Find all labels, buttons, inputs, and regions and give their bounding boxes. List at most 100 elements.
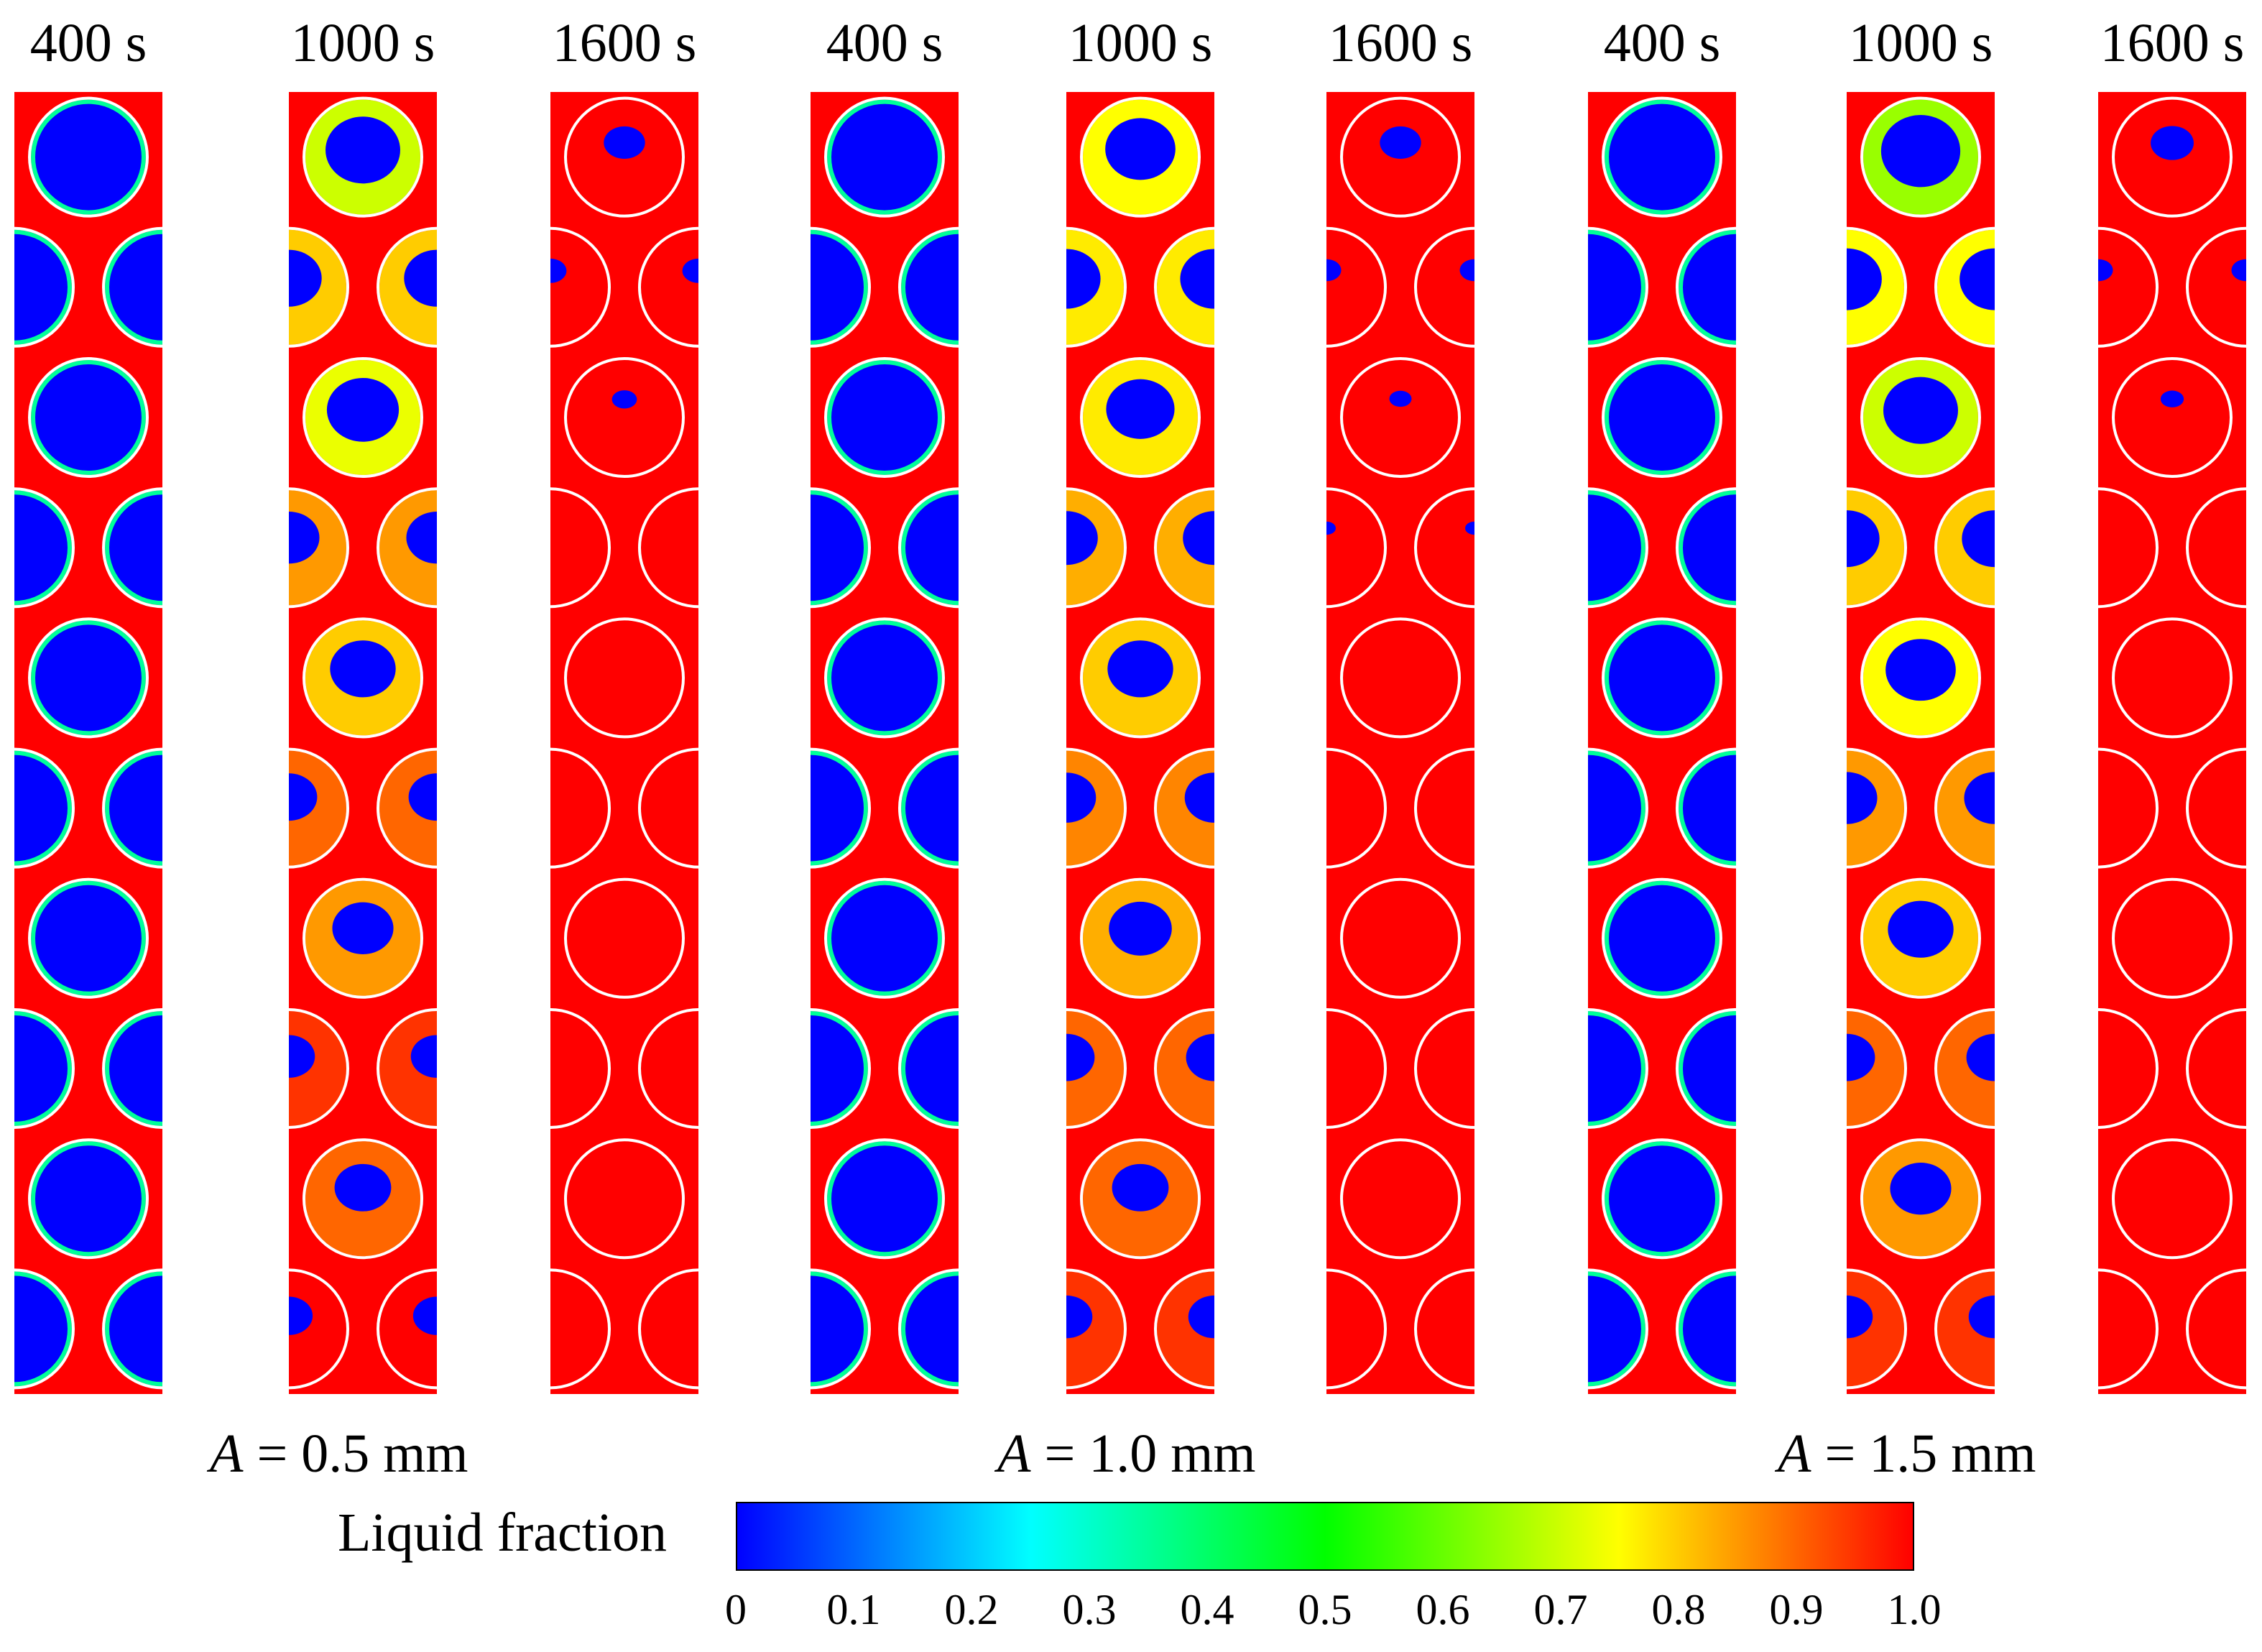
- solid-core: [410, 1035, 437, 1078]
- wall-tube: [1676, 1268, 1736, 1390]
- tube-outline: [550, 747, 611, 869]
- contour-panel: [1588, 92, 1736, 1394]
- wall-tube: [1934, 1008, 1995, 1129]
- time-label: 1000 s: [1848, 13, 1993, 73]
- wall-tube: [638, 1008, 698, 1129]
- solid-core: [1883, 377, 1958, 444]
- wall-tube: [14, 226, 75, 348]
- tube-outline: [811, 487, 871, 609]
- wall-tube: [14, 487, 75, 609]
- solid-core: [289, 512, 320, 564]
- tube-outline: [2112, 617, 2233, 739]
- solid-core: [1968, 1295, 1995, 1339]
- wall-tube: [638, 226, 698, 348]
- tube-outline: [1154, 226, 1214, 348]
- solid-core: [1588, 494, 1641, 601]
- tube-outline: [377, 1268, 437, 1390]
- wall-tube: [1934, 1268, 1995, 1390]
- wall-tube: [1066, 487, 1127, 609]
- solid-core: [1683, 494, 1736, 601]
- tube-outline: [638, 226, 698, 348]
- wall-tube: [2186, 1008, 2246, 1129]
- inline-tube: [28, 357, 149, 478]
- solid-core: [831, 1145, 938, 1252]
- solid-core: [1184, 772, 1214, 823]
- melt-front: [1343, 360, 1458, 475]
- tube-outline: [1414, 1008, 1474, 1129]
- tube-outline: [1588, 226, 1648, 348]
- tube-outline: [1934, 1008, 1995, 1129]
- tube-outline: [1080, 1138, 1201, 1260]
- tube-outline: [1847, 487, 1907, 609]
- colorbar: [736, 1502, 1914, 1571]
- tube-outline: [2098, 1008, 2159, 1129]
- tube-outline: [1080, 617, 1201, 739]
- melt-front: [550, 1271, 608, 1387]
- inline-tube: [1080, 1138, 1201, 1260]
- tube-outline: [377, 1008, 437, 1129]
- wall-tube: [898, 747, 959, 869]
- solid-core: [1683, 1015, 1736, 1122]
- solid-core: [1847, 1033, 1875, 1081]
- solid-core: [1112, 1163, 1169, 1212]
- wall-tube: [2186, 487, 2246, 609]
- tube-outline: [102, 747, 162, 869]
- solid-core: [334, 1163, 392, 1212]
- time-label: 400 s: [826, 13, 943, 73]
- wall-tube: [1414, 1008, 1474, 1129]
- solid-core: [1888, 900, 1954, 958]
- tube-outline: [1066, 487, 1127, 609]
- inline-tube: [564, 96, 685, 218]
- solid-core: [1183, 511, 1214, 566]
- wall-tube: [1934, 747, 1995, 869]
- solid-core: [811, 1275, 864, 1383]
- amplitude-label: A = 0.5 mm: [210, 1426, 468, 1481]
- melt-front: [2115, 880, 2230, 996]
- tube-outline: [2112, 96, 2233, 218]
- tube-outline: [898, 1008, 959, 1129]
- solid-core: [1389, 390, 1412, 407]
- tube-outline: [1326, 487, 1387, 609]
- solid-core: [1066, 772, 1097, 823]
- colorbar-tick-label: 0.9: [1769, 1586, 1824, 1633]
- colorbar-tick-label: 0.2: [944, 1586, 999, 1633]
- inline-tube: [824, 357, 945, 478]
- tube-outline: [2112, 1138, 2233, 1260]
- solid-core: [2151, 126, 2194, 160]
- solid-core: [905, 1015, 959, 1122]
- wall-tube: [898, 487, 959, 609]
- solid-core: [412, 1296, 437, 1335]
- melt-front: [2098, 1271, 2156, 1387]
- tube-outline: [1602, 357, 1722, 478]
- solid-core: [1459, 259, 1474, 282]
- solid-core: [1066, 511, 1098, 566]
- tube-outline: [898, 226, 959, 348]
- tube-outline: [102, 226, 162, 348]
- solid-core: [14, 1275, 68, 1383]
- tube-outline: [1860, 357, 1981, 478]
- wall-tube: [1154, 747, 1214, 869]
- amplitude-label: A = 1.0 mm: [997, 1426, 1256, 1481]
- wall-tube: [811, 1008, 871, 1129]
- tube-outline: [1080, 877, 1201, 999]
- tube-outline: [2186, 487, 2246, 609]
- melt-front: [1343, 1141, 1458, 1257]
- tube-outline: [1934, 226, 1995, 348]
- wall-tube: [1414, 487, 1474, 609]
- solid-core: [1105, 118, 1176, 180]
- tube-outline: [824, 1138, 945, 1260]
- tube-outline: [2098, 1268, 2159, 1390]
- inline-tube: [1080, 96, 1201, 218]
- tube-outline: [1860, 617, 1981, 739]
- tube-outline: [303, 1138, 423, 1260]
- inline-tube: [1860, 357, 1981, 478]
- melt-front: [2189, 1271, 2246, 1387]
- wall-tube: [102, 226, 162, 348]
- tube-outline: [28, 1138, 149, 1260]
- tube-outline: [1414, 487, 1474, 609]
- solid-core: [1880, 115, 1961, 188]
- wall-tube: [638, 747, 698, 869]
- inline-tube: [824, 877, 945, 999]
- wall-tube: [1066, 226, 1127, 348]
- tube-outline: [377, 747, 437, 869]
